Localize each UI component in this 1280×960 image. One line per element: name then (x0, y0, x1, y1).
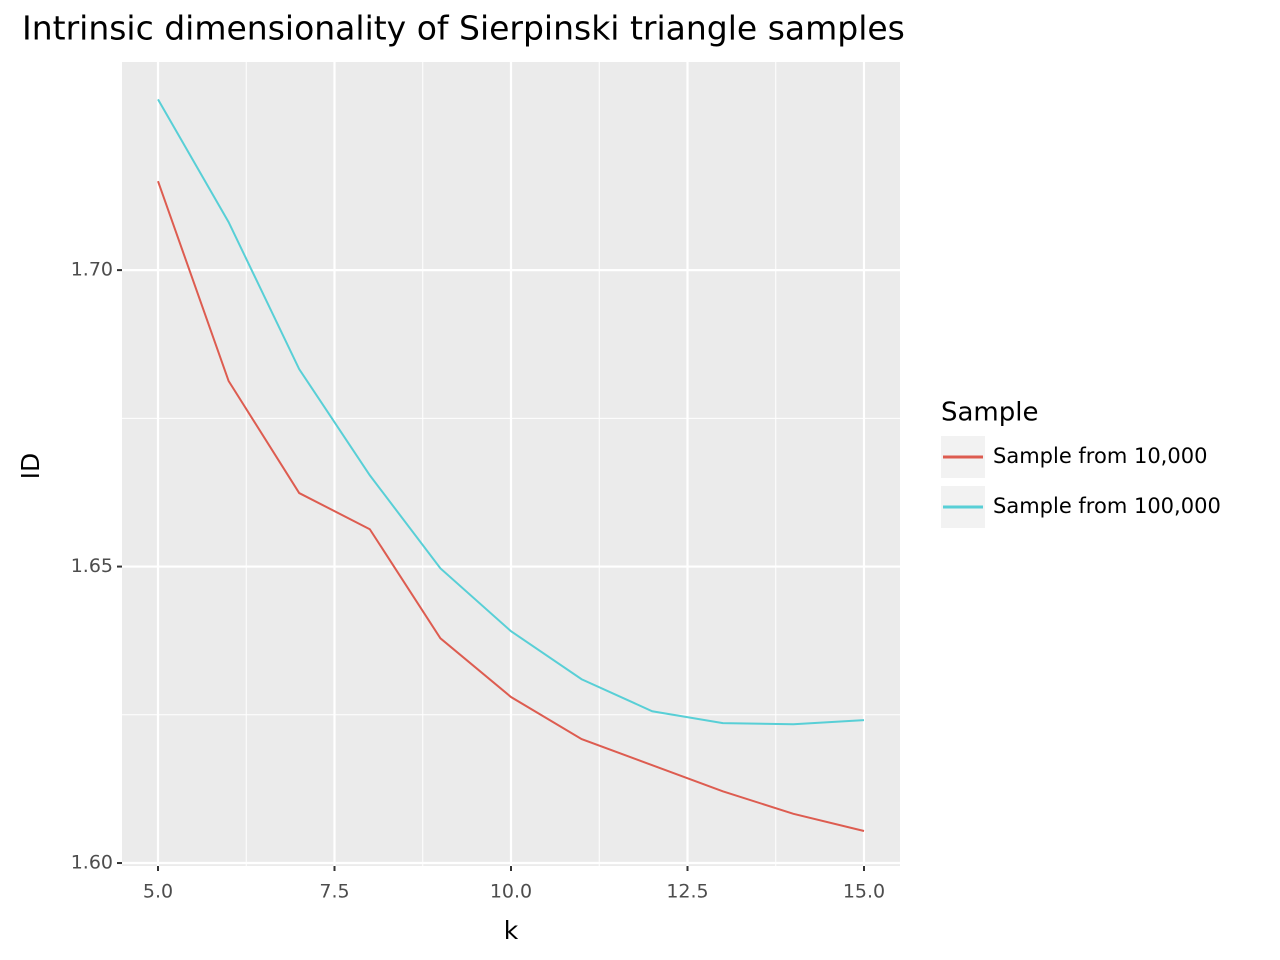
x-tick-label: 15.0 (843, 881, 885, 903)
legend-title: Sample (941, 398, 1039, 428)
legend-label: Sample from 10,000 (993, 444, 1207, 468)
x-tick-label: 12.5 (666, 881, 708, 903)
y-tick-label: 1.70 (71, 259, 113, 281)
series-line (157, 98, 865, 726)
chart-title: Intrinsic dimensionality of Sierpinski t… (22, 9, 905, 48)
y-tick-label: 1.65 (71, 555, 113, 577)
legend-label: Sample from 100,000 (993, 494, 1221, 518)
y-tick-label: 1.60 (71, 852, 113, 874)
x-axis-title: k (504, 916, 519, 945)
x-tick-label: 7.5 (319, 881, 349, 903)
x-tick-label: 10.0 (490, 881, 532, 903)
series-line (157, 180, 865, 832)
y-axis-title: ID (16, 453, 45, 480)
x-tick-label: 5.0 (143, 881, 173, 903)
